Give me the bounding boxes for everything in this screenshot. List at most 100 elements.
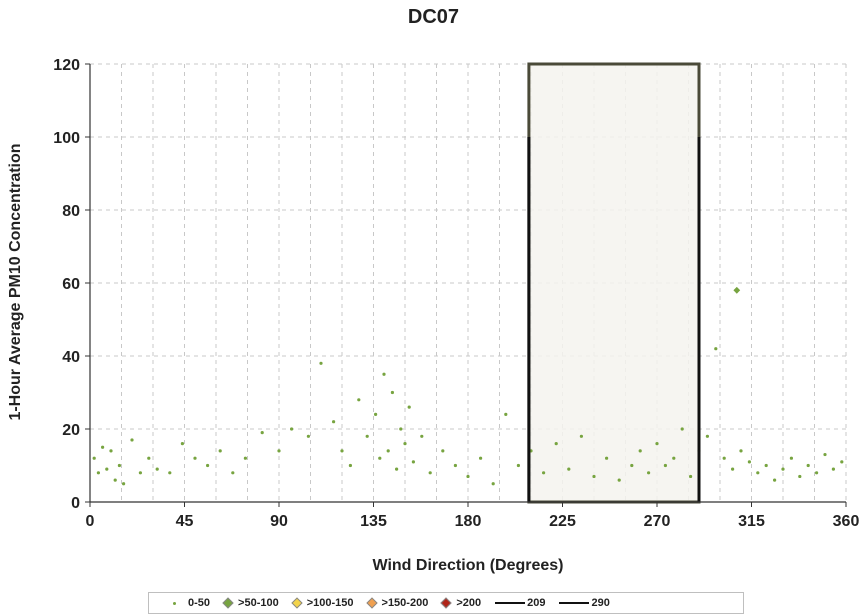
data-point [655,442,659,446]
data-point [122,482,126,486]
legend-item: 209 [495,597,545,609]
data-point [453,463,457,468]
legend-item: 0-50 [169,597,210,609]
data-point [781,467,785,471]
legend-label: >150-200 [381,597,429,609]
data-point [374,412,378,416]
data-point [789,456,794,460]
data-point [680,427,684,431]
data-point [399,427,403,431]
data-point [96,471,100,475]
data-point [764,463,768,468]
legend-marker [365,597,378,609]
data-point [306,434,310,438]
data-point [672,456,676,460]
data-point [231,471,235,475]
data-point [277,449,281,453]
x-tick-label: 360 [833,513,860,530]
data-point [386,449,390,453]
data-point [147,456,151,460]
data-point [332,420,336,424]
x-axis-label: Wind Direction (Degrees) [373,557,564,574]
data-point-diamond [733,286,741,294]
legend-item: 290 [559,597,610,609]
data-point [773,478,777,482]
y-tick-label: 20 [62,422,80,439]
data-point [411,460,415,464]
legend-label: 290 [591,597,610,609]
x-tick-label: 0 [86,513,95,530]
x-tick-label: 135 [360,513,387,530]
legend-item: >100-150 [291,597,354,609]
data-point [319,361,323,365]
data-point [516,463,521,468]
data-point [218,449,222,453]
legend-label: 209 [527,597,546,609]
y-axis-label: 1-Hour Average PM10 Concentration [7,143,24,420]
legend-marker [495,602,526,604]
data-point [290,427,294,431]
data-point [348,463,352,468]
data-point [630,463,634,468]
chart-title: DC07 [407,6,460,28]
data-points [92,286,844,486]
data-point [739,449,743,453]
grid-lines [89,63,847,503]
data-point [806,463,810,468]
data-point [117,463,121,468]
axes [85,63,847,507]
legend-marker [291,597,303,609]
x-tick-label: 90 [270,513,288,530]
data-point [420,434,424,438]
data-point [638,449,642,453]
data-point [542,471,546,475]
data-point [403,442,407,446]
y-tick-labels: 0 20 40 60 80 100 120 [53,57,80,512]
data-point [395,467,399,471]
legend-label: 0-50 [188,597,211,609]
data-point [479,456,483,460]
data-point [101,445,105,449]
legend-label: >100-150 [306,597,354,609]
data-point [105,467,109,471]
data-point [815,471,819,475]
data-point [155,467,159,471]
highlight-region [527,62,701,504]
y-tick-label: 100 [53,130,80,147]
data-point [130,438,134,442]
data-point [756,471,760,475]
direction-lines [527,137,701,502]
legend-label: >200 [456,597,482,609]
y-tick-label: 40 [62,349,80,366]
data-point [747,460,752,464]
y-tick-label: 120 [53,57,80,74]
x-tick-label: 180 [455,513,482,530]
data-point [206,463,210,468]
y-tick-label: 0 [71,495,80,512]
data-point [579,434,584,438]
x-tick-label: 315 [738,513,765,530]
data-point [357,398,361,402]
data-point [491,482,495,486]
data-point [504,412,508,416]
data-point [592,474,596,479]
data-point [705,434,710,438]
x-tick-labels: 0 45 90 135 180 225 270 315 360 [86,513,860,530]
scatter-plot: 0 45 90 135 180 225 270 315 360 020406080100120 … [7,57,860,574]
legend-label: >50-100 [238,597,279,609]
data-point [731,467,735,471]
data-point [390,390,394,395]
data-point [260,431,264,435]
data-point [823,452,827,457]
data-point [92,456,96,460]
data-point [663,463,668,468]
data-point [466,474,470,479]
data-point [722,456,726,460]
data-point [407,405,411,409]
legend-item: >50-100 [222,597,279,609]
legend-marker [173,601,176,605]
legend: 0-50 >50-100 >100-150 >150-200 >200 209 290 [148,592,744,614]
legend-marker [440,597,452,609]
legend-item: >200 [440,597,482,609]
y-tick-label: 60 [62,276,80,293]
